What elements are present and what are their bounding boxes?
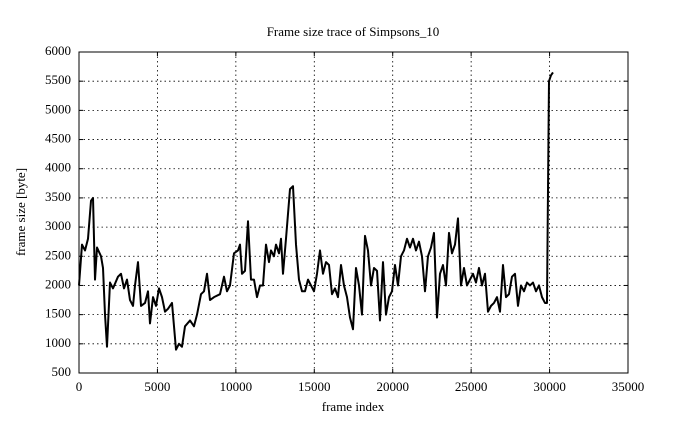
x-tick-label: 5000	[144, 379, 170, 394]
y-tick-label: 3500	[45, 189, 71, 204]
x-tick-label: 0	[76, 379, 83, 394]
x-axis-label: frame index	[322, 399, 385, 414]
x-tick-label: 35000	[612, 379, 645, 394]
x-tick-label: 20000	[376, 379, 409, 394]
y-tick-label: 3000	[45, 218, 71, 233]
y-tick-label: 2500	[45, 247, 71, 262]
x-tick-label: 25000	[455, 379, 488, 394]
y-tick-label: 5000	[45, 101, 71, 116]
y-tick-label: 6000	[45, 43, 71, 58]
chart-title: Frame size trace of Simpsons_10	[267, 24, 440, 39]
y-tick-label: 5500	[45, 72, 71, 87]
y-tick-label: 4000	[45, 160, 71, 175]
y-tick-label: 500	[52, 364, 72, 379]
y-tick-label: 1500	[45, 306, 71, 321]
data-line	[78, 71, 554, 351]
x-tick-label: 10000	[220, 379, 253, 394]
x-tick-label: 30000	[533, 379, 566, 394]
y-tick-label: 1000	[45, 335, 71, 350]
plot-frame	[78, 51, 629, 374]
y-tick-label: 4500	[45, 131, 71, 146]
y-tick-label: 2000	[45, 276, 71, 291]
x-tick-label: 15000	[298, 379, 331, 394]
y-axis-label: frame size [byte]	[13, 168, 28, 256]
